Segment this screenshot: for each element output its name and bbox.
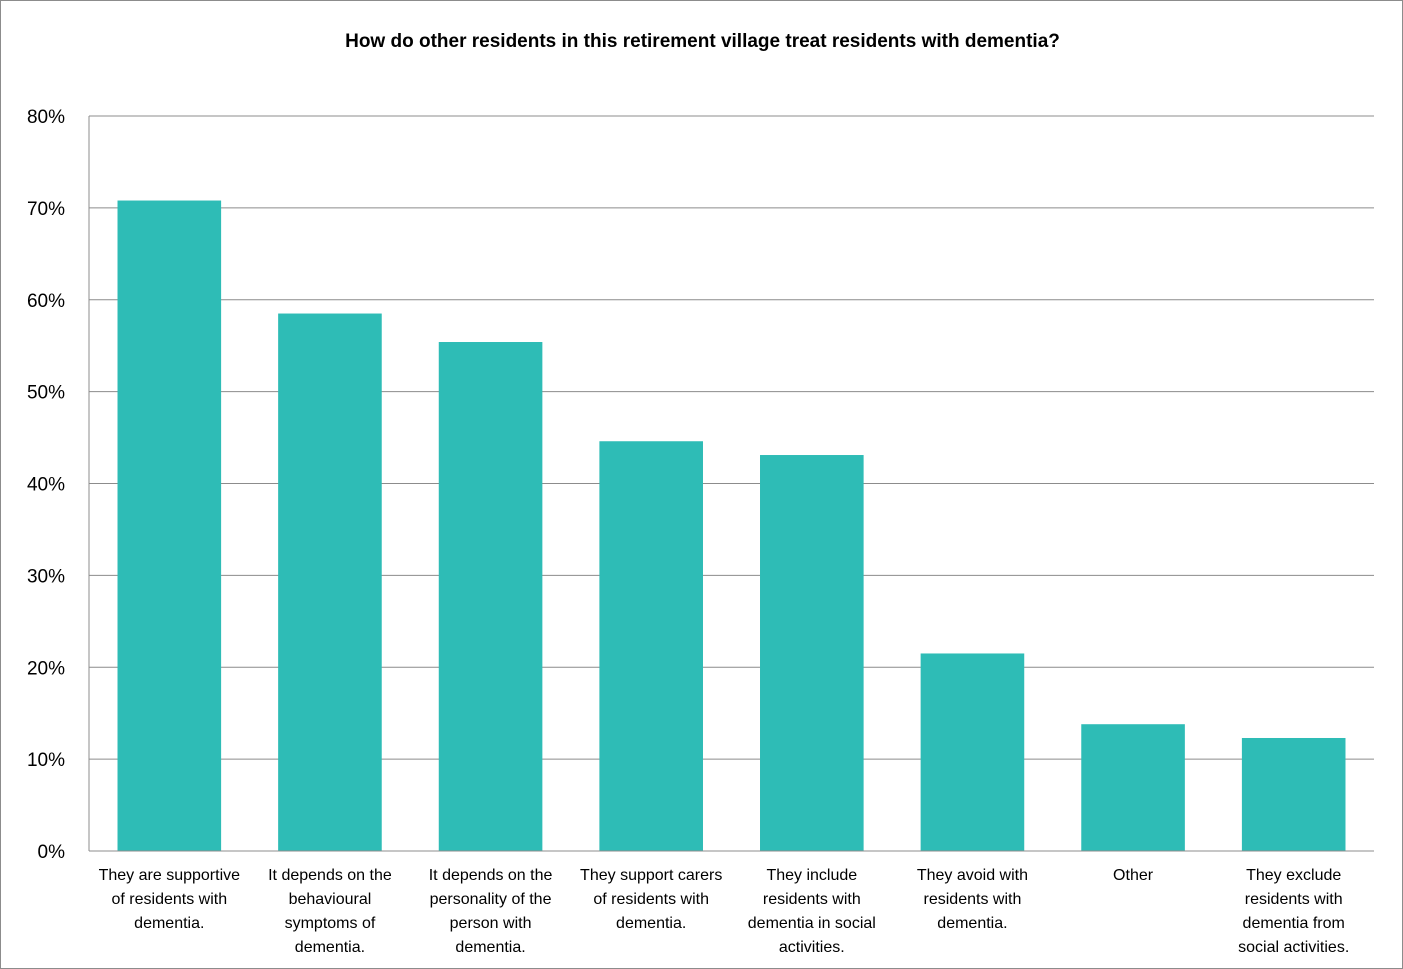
bar	[920, 653, 1025, 851]
y-tick-label: 70%	[27, 199, 65, 220]
x-category-label-line: of residents with	[593, 891, 709, 908]
x-category-label-line: It depends on the	[268, 867, 392, 884]
axes: 0% 10% 20% 30% 40% 50% 60% 70% 80%	[27, 107, 1374, 863]
x-category-label: They avoid with residents with dementia.	[892, 864, 1052, 936]
y-tick-label: 30%	[27, 566, 65, 587]
x-category-label-line: residents with	[1244, 891, 1343, 908]
x-category-label: They are supportive of residents with deme…	[89, 864, 249, 936]
x-category-label: They support carers of residents with deme…	[571, 864, 731, 936]
y-tick-label: 50%	[27, 383, 65, 404]
x-category-label-line: personality of the	[429, 891, 552, 908]
y-tick-label: 0%	[38, 842, 66, 863]
bar	[1081, 724, 1185, 851]
y-tick-label: 40%	[27, 475, 65, 496]
x-category-label-line: dementia.	[455, 939, 526, 956]
x-category-label-line: They are supportive	[98, 867, 241, 884]
x-category-label: They exclude residents with dementia from s…	[1214, 864, 1374, 960]
bar	[760, 455, 864, 851]
bar	[1241, 737, 1346, 851]
x-category-label-line: social activities.	[1238, 939, 1350, 956]
x-category-label-line: Other	[1113, 867, 1154, 884]
x-category-label-line: behavioural	[288, 891, 372, 908]
x-category-label-line: of residents with	[111, 891, 228, 908]
y-tick-label: 20%	[27, 658, 65, 679]
bar	[438, 342, 543, 851]
bar	[278, 313, 382, 851]
x-category-label-line: dementia in social	[747, 915, 876, 932]
x-category-label: It depends on the behavioural symptoms of d…	[250, 864, 410, 960]
x-category-label: They include residents with dementia in so…	[732, 864, 892, 960]
x-category-label-line: activities.	[778, 939, 845, 956]
bar	[599, 441, 703, 851]
x-category-label-line: dementia from	[1242, 915, 1345, 932]
x-category-label-line: They exclude	[1246, 867, 1342, 884]
y-tick-label: 10%	[27, 750, 65, 771]
x-category-label-line: They support carers	[580, 867, 723, 884]
x-category-label-line: symptoms of	[284, 915, 376, 932]
bar	[117, 200, 222, 851]
x-category-label-line: dementia.	[937, 915, 1008, 932]
y-tick-label: 80%	[27, 107, 65, 128]
x-category-label-line: dementia.	[294, 939, 366, 956]
x-category-label-line: It depends on the	[428, 867, 553, 884]
x-category-label-line: dementia.	[134, 915, 205, 932]
x-category-label-line: dementia.	[616, 915, 687, 932]
x-category-label-line: residents with	[762, 891, 861, 908]
y-tick-label: 60%	[27, 291, 65, 312]
x-category-label-line: residents with	[923, 891, 1022, 908]
x-category-label: Other	[1053, 864, 1213, 888]
chart-title: How do other residents in this retiremen…	[345, 31, 1060, 52]
x-category-label-line: person with	[449, 915, 532, 932]
x-category-label: It depends on the personality of the perso…	[411, 864, 571, 960]
x-category-label-line: They include	[766, 867, 858, 884]
x-category-label-line: They avoid with	[916, 867, 1029, 884]
bars	[117, 200, 1346, 851]
